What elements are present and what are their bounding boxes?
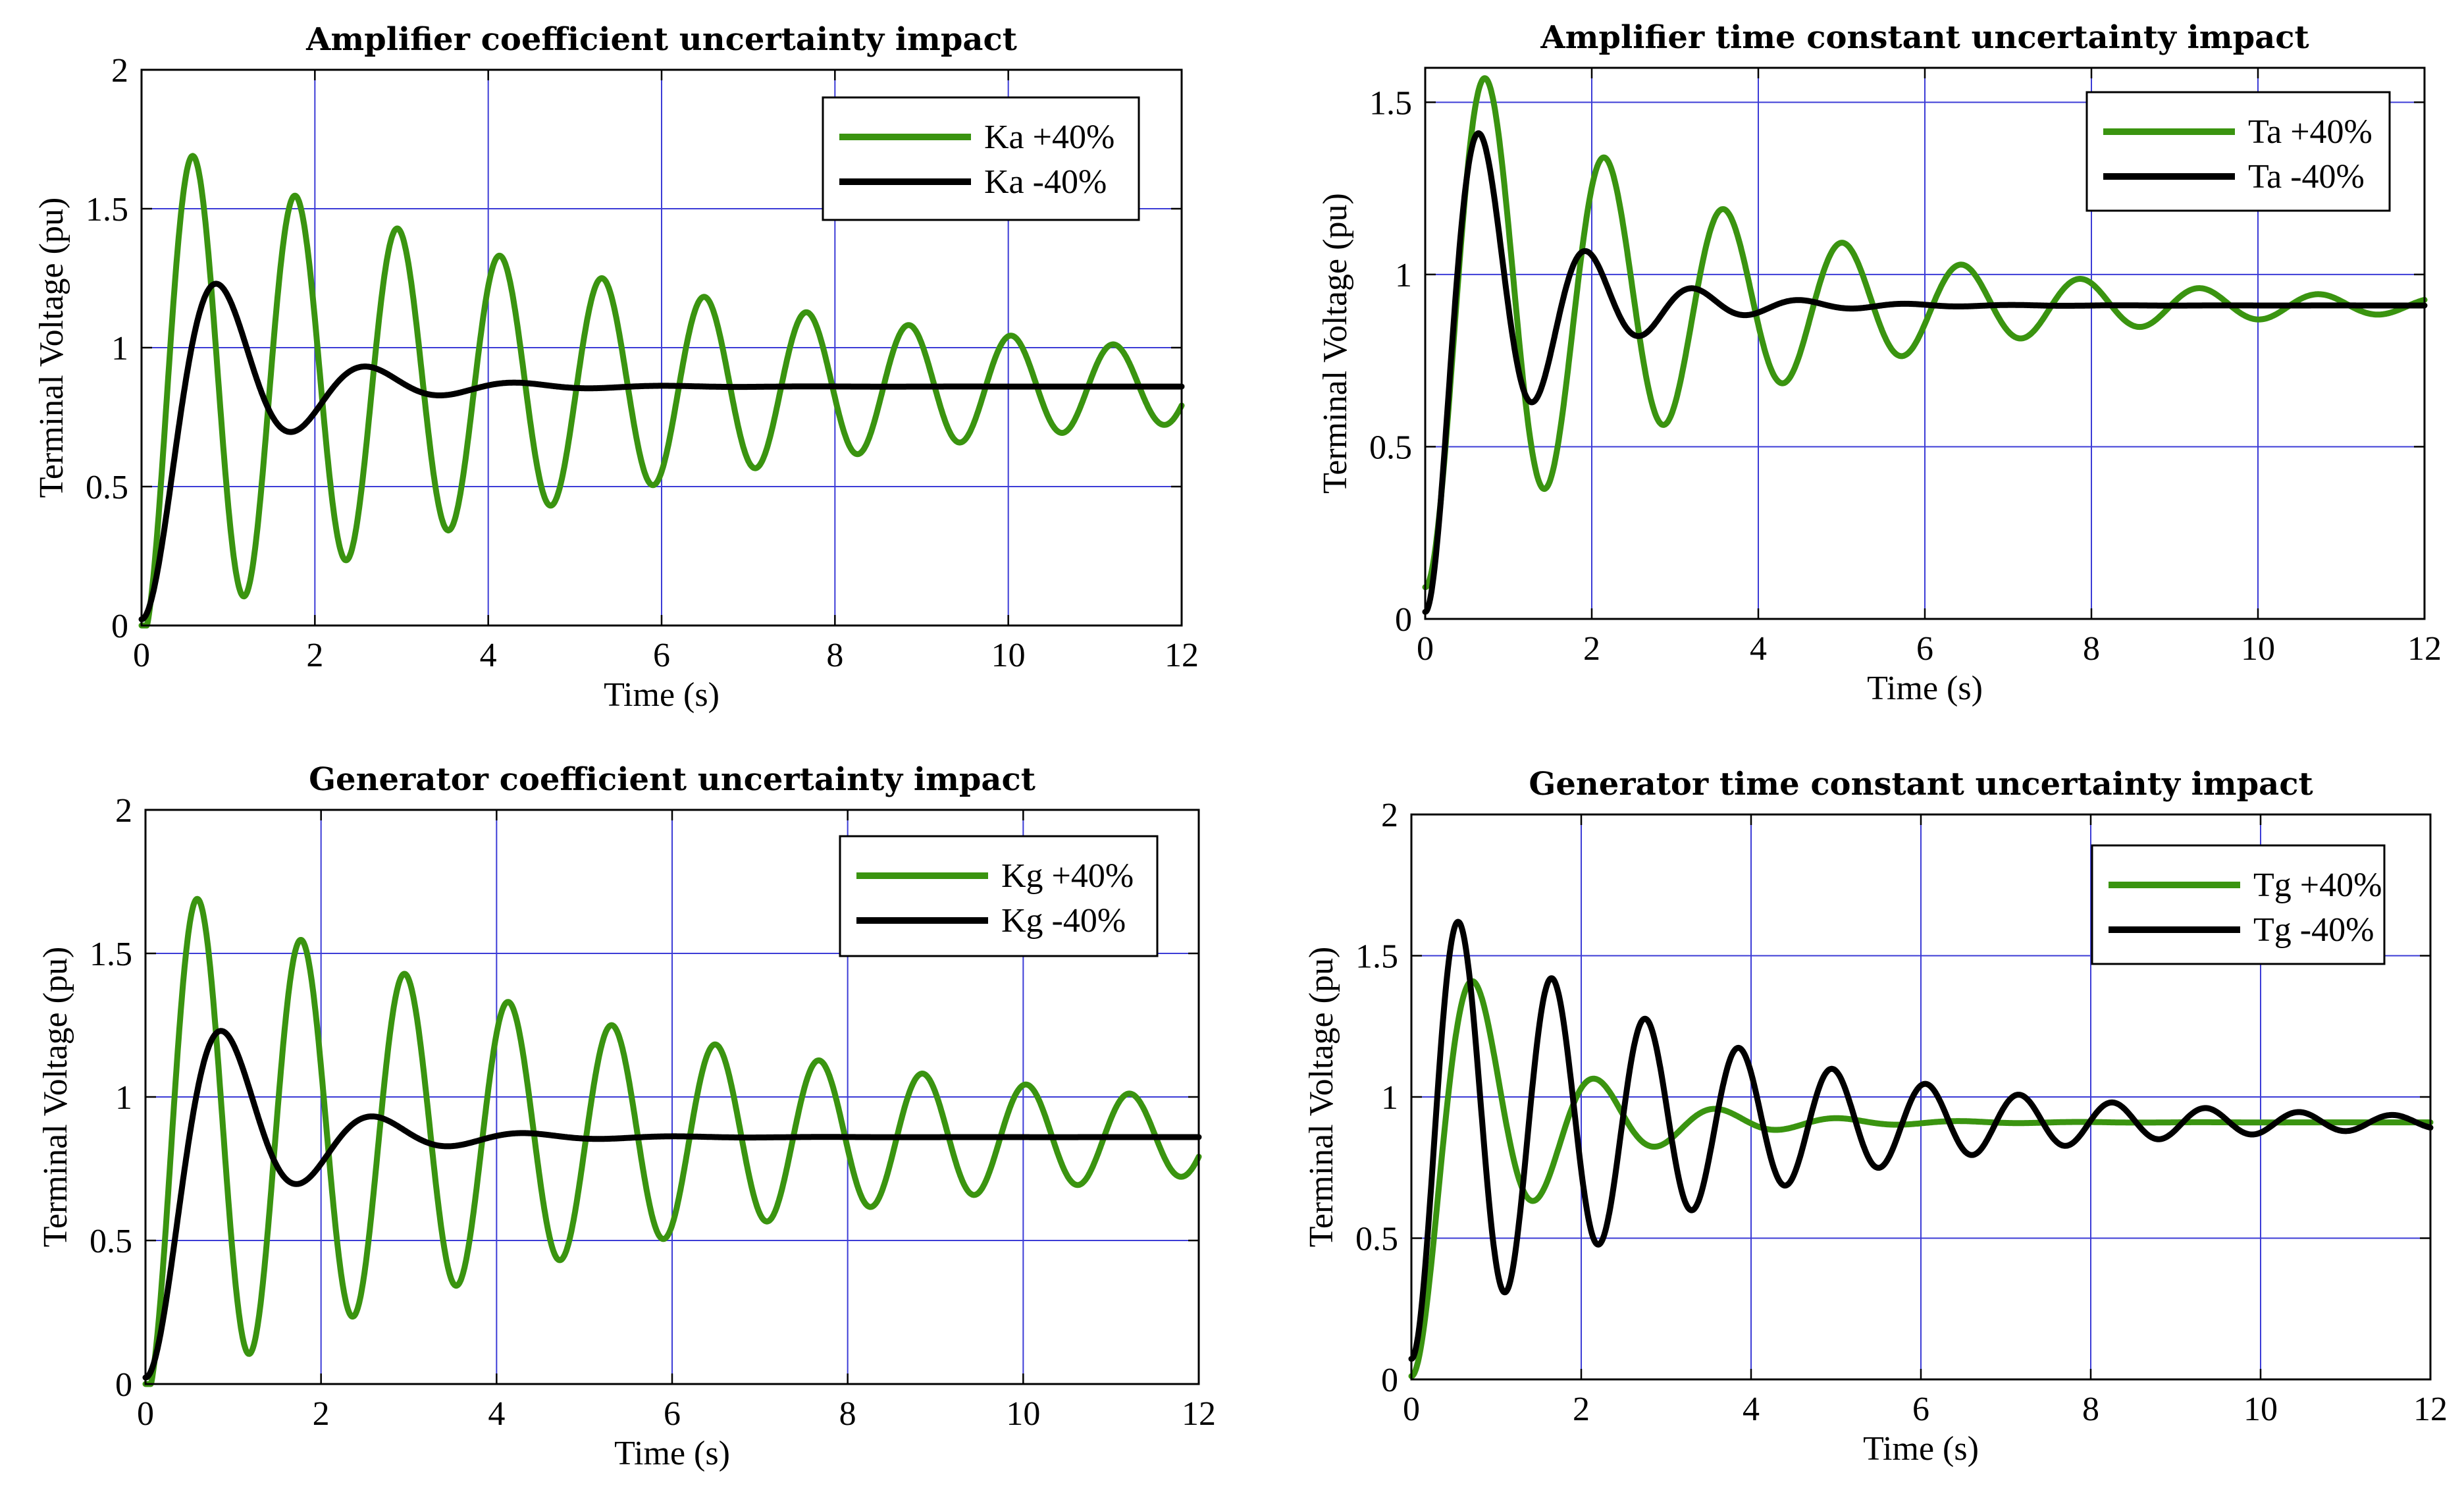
y-tick-label: 0.5 [90, 1223, 132, 1260]
y-axis-label: Terminal Voltage (pu) [1317, 193, 1354, 494]
x-tick-label: 8 [2082, 1391, 2099, 1428]
legend-label-2: Tg -40% [2253, 911, 2374, 949]
legend-box [822, 96, 1140, 221]
x-tick-label: 4 [1743, 1391, 1760, 1428]
x-tick-label: 4 [1750, 630, 1767, 668]
x-tick-label: 2 [1583, 630, 1600, 668]
x-tick-label: 6 [664, 1395, 681, 1433]
y-tick-label: 2 [1381, 797, 1398, 834]
y-tick-label: 0 [115, 1366, 132, 1404]
y-tick-label: 0 [1395, 601, 1412, 639]
legend: Ta +40% Ta -40% [2085, 91, 2391, 212]
x-tick-label: 12 [1182, 1395, 1216, 1433]
y-tick-label: 1.5 [90, 936, 132, 973]
y-tick-label: 0.5 [1355, 1221, 1398, 1258]
y-tick-label: 0 [111, 608, 128, 645]
x-tick-label: 2 [306, 637, 323, 674]
legend-label-2: Ka -40% [984, 163, 1107, 201]
x-tick-label: 2 [313, 1395, 330, 1433]
y-tick-label: 0.5 [86, 469, 128, 506]
legend-box [839, 835, 1159, 957]
x-tick-label: 12 [2407, 630, 2442, 668]
y-axis-label: Terminal Voltage (pu) [1303, 947, 1340, 1248]
x-tick-label: 10 [2243, 1391, 2278, 1428]
legend: Tg +40% Tg -40% [2091, 844, 2386, 965]
x-tick-label: 12 [2413, 1391, 2448, 1428]
y-tick-label: 1 [115, 1079, 132, 1117]
x-axis-label: Time (s) [614, 1435, 730, 1472]
x-tick-label: 0 [1417, 630, 1434, 668]
x-tick-label: 4 [480, 637, 497, 674]
series-line-2 [1422, 130, 2428, 615]
legend: Kg +40% Kg -40% [839, 835, 1159, 957]
x-tick-label: 4 [488, 1395, 505, 1433]
axes-frame [140, 68, 1183, 627]
legend: Ka +40% Ka -40% [822, 96, 1140, 221]
series-line-1 [1408, 978, 2434, 1379]
x-tick-label: 0 [133, 637, 150, 674]
y-tick-label: 0 [1381, 1362, 1398, 1399]
x-tick-label: 8 [839, 1395, 856, 1433]
series-line-2 [138, 280, 1185, 622]
series-line-1 [142, 895, 1202, 1387]
x-tick-label: 10 [2241, 630, 2275, 668]
x-tick-label: 6 [1916, 630, 1933, 668]
chart-title: Generator time constant uncertainty impa… [1529, 766, 2313, 803]
x-tick-label: 6 [653, 637, 670, 674]
y-tick-label: 1.5 [86, 191, 128, 228]
y-tick-label: 0.5 [1369, 429, 1412, 466]
x-tick-label: 0 [137, 1395, 154, 1433]
series-line-1 [138, 153, 1185, 629]
chart-title: Amplifier time constant uncertainty impa… [1540, 19, 2309, 56]
y-tick-label: 1 [1395, 257, 1412, 294]
x-tick-label: 8 [2083, 630, 2100, 668]
chart-panel-1: Amplifier coefficient uncertainty impact… [33, 21, 1199, 714]
legend-box [2085, 91, 2391, 212]
legend-label-1: Kg +40% [1001, 857, 1134, 895]
y-tick-label: 1 [1381, 1079, 1398, 1117]
y-tick-label: 1.5 [1355, 938, 1398, 976]
x-axis-label: Time (s) [1867, 670, 1983, 707]
legend-label-1: Tg +40% [2253, 866, 2382, 904]
legend-label-1: Ka +40% [984, 119, 1114, 156]
chart-panel-4: Generator time constant uncertainty impa… [1303, 766, 2448, 1468]
chart-panel-3: Generator coefficient uncertainty impact… [37, 761, 1216, 1472]
x-tick-label: 0 [1403, 1391, 1420, 1428]
legend-label-1: Ta +40% [2248, 113, 2372, 151]
y-tick-label: 1 [111, 330, 128, 367]
chart-title: Amplifier coefficient uncertainty impact [305, 21, 1017, 58]
axes-frame [1424, 67, 2426, 620]
series-line-1 [1422, 75, 2428, 591]
y-axis-label: Terminal Voltage (pu) [33, 198, 70, 498]
x-axis-label: Time (s) [1863, 1430, 1979, 1468]
legend-label-2: Kg -40% [1001, 902, 1126, 940]
axes-frame [1410, 813, 2432, 1381]
y-tick-label: 2 [115, 792, 132, 830]
x-tick-label: 12 [1165, 637, 1199, 674]
legend-label-2: Ta -40% [2248, 158, 2365, 196]
x-tick-label: 2 [1573, 1391, 1590, 1428]
chart-panel-2: Amplifier time constant uncertainty impa… [1317, 19, 2442, 707]
y-tick-label: 1.5 [1369, 84, 1412, 122]
y-tick-label: 2 [111, 52, 128, 90]
y-axis-label: Terminal Voltage (pu) [37, 947, 74, 1248]
axes-frame [144, 809, 1200, 1385]
chart-title: Generator coefficient uncertainty impact [309, 761, 1035, 798]
series-line-2 [142, 1028, 1202, 1381]
series-line-2 [1408, 919, 2434, 1362]
x-tick-label: 8 [826, 637, 843, 674]
x-tick-label: 10 [991, 637, 1026, 674]
x-tick-label: 6 [1912, 1391, 1929, 1428]
x-tick-label: 10 [1006, 1395, 1040, 1433]
legend-box [2091, 844, 2386, 965]
x-axis-label: Time (s) [604, 676, 720, 714]
